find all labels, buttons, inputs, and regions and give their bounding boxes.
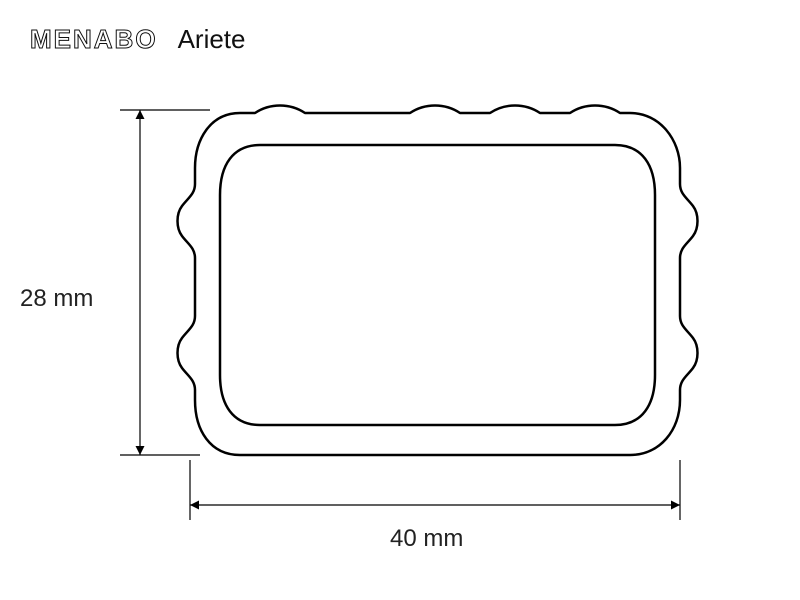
- diagram-canvas: MENABO Ariete 28 mm 40 mm: [0, 0, 800, 600]
- inner-profile: [220, 145, 655, 425]
- outer-profile: [178, 106, 698, 456]
- technical-drawing: [0, 0, 800, 600]
